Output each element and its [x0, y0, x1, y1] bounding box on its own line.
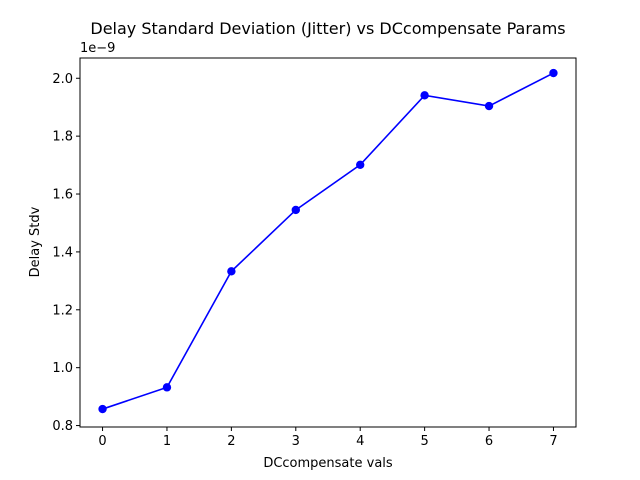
y-tick-label: 1.6 — [52, 188, 73, 203]
data-point — [162, 383, 172, 392]
data-point — [98, 404, 107, 414]
y-tick-label: 1.4 — [52, 245, 73, 260]
x-tick-label: 1 — [163, 434, 171, 449]
x-tick-label: 5 — [420, 434, 428, 449]
plot-area: 0 1 2 3 4 5 6 7 0.8 1.0 1.2 1.4 1.6 1.8 2.0 — [52, 57, 577, 449]
data-point — [420, 91, 429, 100]
x-tick-label: 2 — [227, 434, 235, 449]
x-tick-label: 0 — [98, 434, 106, 449]
y-axis-offset-label: 1e−9 — [80, 41, 115, 56]
y-tick-label: 1.2 — [52, 303, 73, 318]
y-tick-label: 1.0 — [52, 361, 73, 376]
data-point — [484, 101, 494, 111]
x-axis-label: DCcompensate vals — [263, 456, 393, 471]
data-point — [356, 160, 365, 169]
y-axis-label: Delay Stdv — [28, 206, 43, 277]
chart-title: Delay Standard Deviation (Jitter) vs DCc… — [90, 19, 565, 38]
x-tick-label: 6 — [485, 434, 493, 449]
series-line — [102, 72, 554, 410]
x-tick-label: 7 — [549, 434, 557, 449]
x-tick-label: 4 — [356, 434, 364, 449]
data-point — [549, 68, 558, 78]
axes-frame — [79, 57, 577, 428]
data-point — [291, 205, 300, 215]
data-point — [227, 267, 236, 276]
y-tick-label: 0.8 — [52, 419, 73, 434]
x-tick-label: 3 — [292, 434, 300, 449]
y-tick-label: 2.0 — [52, 72, 73, 87]
y-tick-label: 1.8 — [52, 130, 73, 145]
